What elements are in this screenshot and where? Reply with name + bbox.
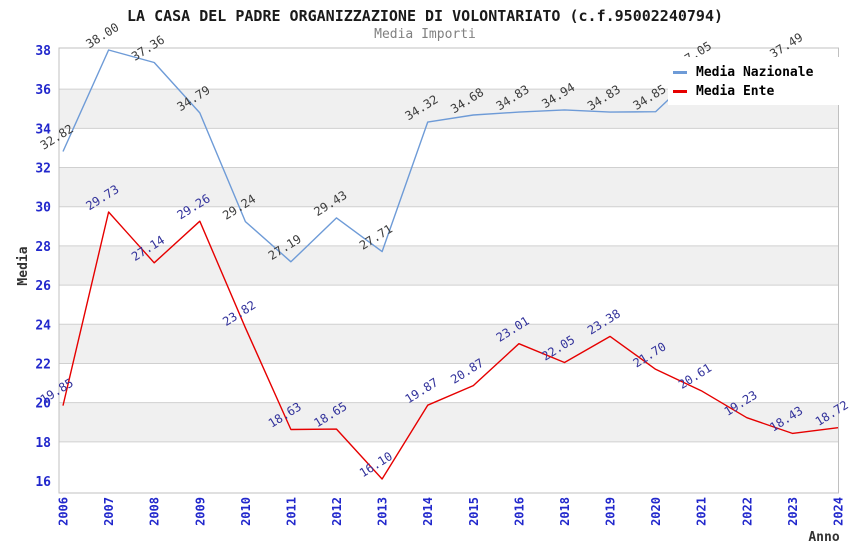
chart-title: LA CASA DEL PADRE ORGANIZZAZIONE DI VOLO… [126, 7, 724, 25]
plot-band [59, 324, 839, 364]
legend-item-nazionale: Media Nazionale [673, 63, 840, 82]
x-tick-label: 2014 [421, 497, 435, 526]
x-tick-label: 2015 [467, 497, 481, 526]
x-tick-label: 2019 [604, 497, 618, 526]
x-tick-label: 2020 [649, 497, 663, 526]
y-tick-label: 18 [35, 436, 51, 451]
y-tick-label: 32 [35, 162, 51, 177]
legend: Media Nazionale Media Ente [668, 57, 840, 105]
chart-subtitle: Media Importi [374, 27, 476, 42]
series-line-1 [62, 211, 839, 480]
y-tick-label: 20 [35, 397, 51, 412]
x-tick-label: 2006 [57, 497, 71, 526]
x-tick-label: 2016 [512, 497, 526, 526]
x-axis-title: Anno [808, 530, 839, 545]
point-label: 38.00 [83, 20, 121, 51]
x-tick-label: 2023 [786, 497, 800, 526]
plot-band [59, 245, 839, 286]
legend-label-ente: Media Ente [696, 84, 775, 99]
legend-line-sample-ente [673, 90, 687, 93]
legend-item-ente: Media Ente [673, 82, 840, 101]
x-tick-label: 2009 [193, 497, 207, 526]
y-tick-label: 16 [35, 475, 51, 490]
y-tick-label: 38 [35, 44, 51, 59]
plot-band [59, 402, 839, 442]
y-tick-label: 24 [35, 318, 51, 333]
legend-line-sample-nazionale [673, 71, 687, 74]
x-tick-label: 2022 [740, 497, 754, 526]
x-tick-label: 2011 [284, 497, 298, 526]
x-tick-label: 2008 [148, 497, 162, 526]
x-tick-label: 2018 [558, 497, 572, 526]
y-tick-label: 28 [35, 240, 51, 255]
y-tick-label: 30 [35, 201, 51, 216]
y-tick-label: 36 [35, 83, 51, 98]
x-tick-label: 2013 [376, 497, 390, 526]
y-tick-label: 26 [35, 279, 51, 294]
x-tick-label: 2007 [102, 497, 116, 526]
legend-label-nazionale: Media Nazionale [696, 65, 814, 80]
plot-border [58, 47, 839, 494]
x-tick-label: 2010 [239, 497, 253, 526]
y-tick-label: 22 [35, 357, 51, 372]
plot-band [59, 167, 839, 207]
x-tick-label: 2021 [695, 497, 709, 526]
x-tick-label: 2012 [330, 497, 344, 526]
y-tick-label: 34 [35, 122, 51, 137]
x-tick-label: 2024 [832, 497, 846, 526]
y-axis-title: Media [16, 246, 31, 285]
point-label: 16.10 [357, 449, 395, 480]
